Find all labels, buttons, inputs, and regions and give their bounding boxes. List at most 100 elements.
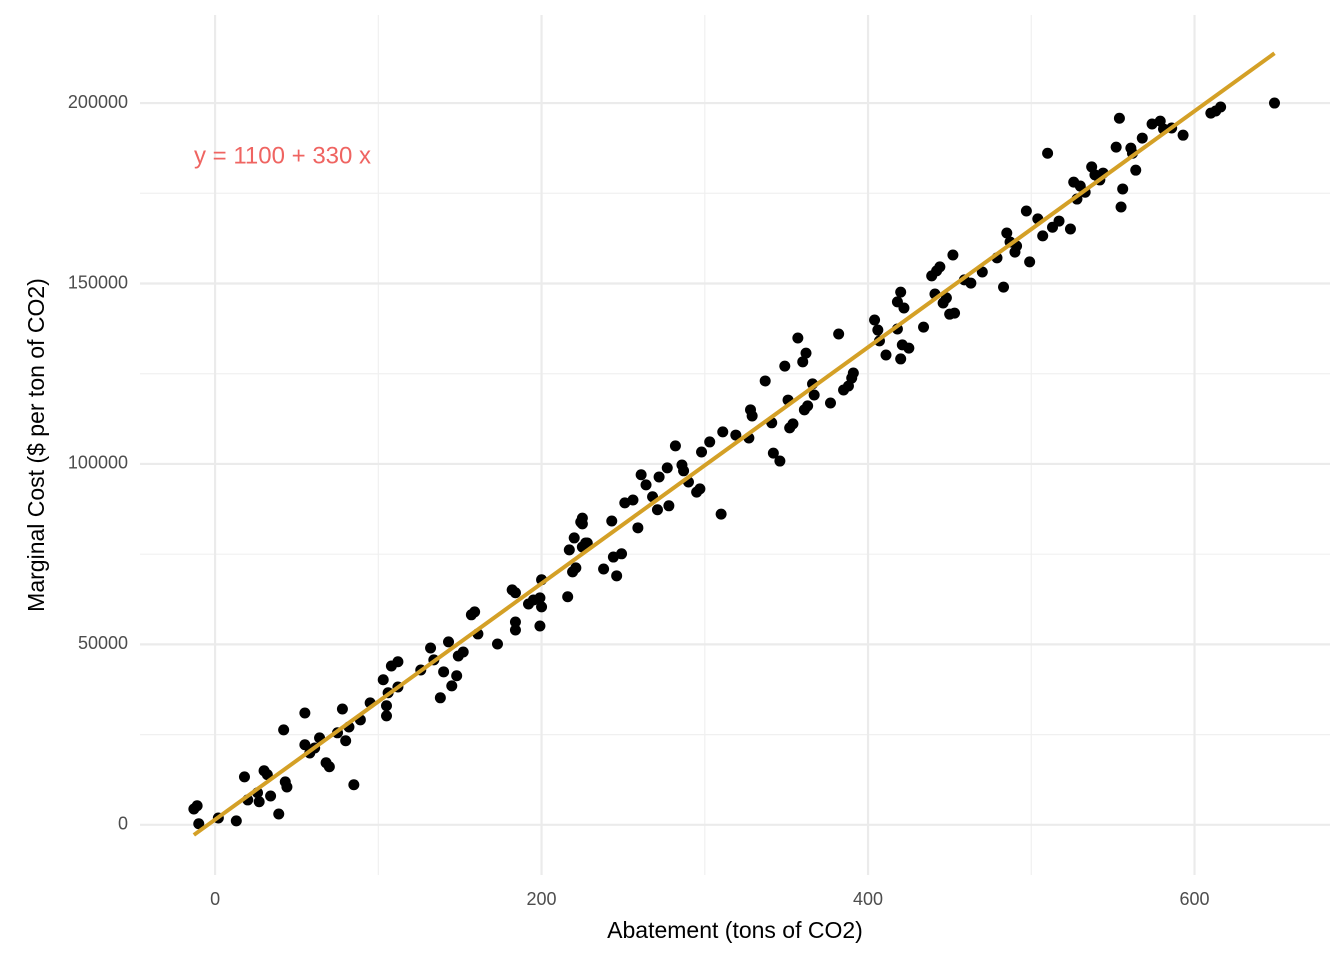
data-point xyxy=(281,781,293,793)
data-point xyxy=(491,638,503,650)
data-point xyxy=(824,397,836,409)
y-tick-label: 150000 xyxy=(68,272,128,292)
x-tick-label: 200 xyxy=(527,889,557,909)
data-point xyxy=(934,261,946,273)
x-tick-label: 0 xyxy=(210,889,220,909)
data-point xyxy=(438,666,450,678)
data-point xyxy=(696,446,708,458)
data-point xyxy=(1117,183,1129,195)
data-point xyxy=(833,328,845,340)
data-point xyxy=(746,410,758,422)
data-point xyxy=(443,636,455,648)
data-point xyxy=(193,818,205,830)
data-point xyxy=(446,680,458,692)
data-point xyxy=(1177,129,1189,141)
data-point xyxy=(669,440,681,452)
data-point xyxy=(336,703,348,715)
data-point xyxy=(380,700,392,712)
data-point xyxy=(640,479,652,491)
data-point xyxy=(802,400,814,412)
data-point xyxy=(1130,164,1142,176)
data-point xyxy=(774,455,786,467)
data-point xyxy=(611,570,623,582)
data-point xyxy=(1053,215,1065,227)
x-axis-title: Abatement (tons of CO2) xyxy=(607,917,863,943)
data-point xyxy=(998,281,1010,293)
data-point xyxy=(536,601,548,613)
data-point xyxy=(715,508,727,520)
data-point xyxy=(627,494,639,506)
data-point xyxy=(730,429,742,441)
data-point xyxy=(632,522,644,534)
y-tick-label: 50000 xyxy=(78,633,128,653)
grid xyxy=(140,15,1330,875)
data-point xyxy=(425,642,437,654)
data-point xyxy=(651,504,663,516)
data-point xyxy=(895,286,907,298)
data-point xyxy=(1113,112,1125,124)
y-tick-label: 0 xyxy=(118,814,128,834)
data-point xyxy=(377,674,389,686)
data-point xyxy=(1037,230,1049,242)
data-point xyxy=(230,815,242,827)
data-point xyxy=(451,670,463,682)
data-point xyxy=(581,537,593,549)
data-point xyxy=(787,418,799,430)
data-point xyxy=(265,790,277,802)
x-tick-label: 400 xyxy=(853,889,883,909)
data-point xyxy=(717,426,729,438)
marks xyxy=(188,51,1280,837)
data-point xyxy=(534,592,546,604)
data-point xyxy=(895,353,907,365)
y-tick-label: 100000 xyxy=(68,453,128,473)
data-point xyxy=(380,710,392,722)
data-point xyxy=(299,707,311,719)
data-point xyxy=(965,277,977,289)
data-point xyxy=(509,616,521,628)
data-point xyxy=(534,620,546,632)
data-point xyxy=(1024,256,1036,268)
data-point xyxy=(903,342,915,354)
data-point xyxy=(392,656,404,668)
data-point xyxy=(1136,132,1148,144)
data-point xyxy=(678,465,690,477)
data-point xyxy=(273,808,285,820)
y-axis-title: Marginal Cost ($ per ton of CO2) xyxy=(23,278,49,612)
data-point xyxy=(562,591,574,603)
data-point xyxy=(568,532,580,544)
data-point xyxy=(704,436,716,448)
data-point xyxy=(898,302,910,314)
data-point xyxy=(323,761,335,773)
data-point xyxy=(1115,201,1127,213)
data-point xyxy=(1110,141,1122,153)
data-point xyxy=(635,469,647,481)
x-tick-label: 600 xyxy=(1179,889,1209,909)
data-point xyxy=(872,324,884,336)
data-point xyxy=(694,483,706,495)
data-point xyxy=(1064,223,1076,235)
data-point xyxy=(653,471,665,483)
data-point xyxy=(767,447,779,459)
data-point xyxy=(759,375,771,387)
data-point xyxy=(661,462,673,474)
data-point xyxy=(469,606,481,618)
data-point xyxy=(1042,147,1054,159)
data-point xyxy=(563,544,575,556)
data-point xyxy=(509,624,521,636)
data-point xyxy=(238,771,250,783)
data-point xyxy=(434,692,446,704)
data-point xyxy=(779,360,791,372)
data-point xyxy=(191,800,203,812)
data-point xyxy=(1001,227,1013,239)
data-point xyxy=(606,515,618,527)
data-point xyxy=(616,548,628,560)
fit-line xyxy=(192,51,1276,837)
data-point xyxy=(348,779,360,791)
data-point xyxy=(598,563,610,575)
data-point xyxy=(1268,97,1280,109)
equation-annotation: y = 1100 + 330 x xyxy=(194,142,371,169)
data-point xyxy=(940,292,952,304)
data-point xyxy=(976,266,988,278)
